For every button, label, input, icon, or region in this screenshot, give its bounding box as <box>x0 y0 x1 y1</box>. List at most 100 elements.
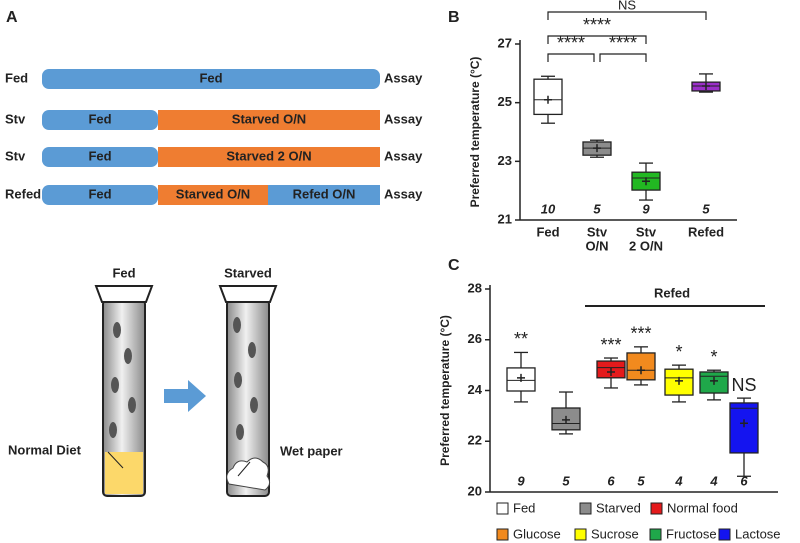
x-tick-label: O/N <box>585 238 608 253</box>
segment-label: Refed O/N <box>293 186 356 201</box>
segment-label: Fed <box>88 148 111 163</box>
row-label: Fed <box>5 70 28 85</box>
segment-label: Starved 2 O/N <box>226 148 311 163</box>
significance-label: * <box>675 342 682 362</box>
significance-label: **** <box>583 15 611 35</box>
bracket-label: Refed <box>654 285 690 300</box>
significance-label: *** <box>600 335 621 355</box>
tube-title: Starved <box>224 265 272 280</box>
legend-label: Normal food <box>667 500 738 515</box>
tube-note: Normal Diet <box>8 442 82 457</box>
timeline-segment <box>42 185 158 205</box>
segment-label: Fed <box>88 111 111 126</box>
legend-swatch <box>574 528 587 541</box>
row-label: Stv <box>5 148 26 163</box>
tube-note: Wet paper <box>280 443 343 458</box>
y-tick-label: 24 <box>468 382 483 397</box>
box <box>533 78 563 116</box>
mean-marker <box>702 81 710 90</box>
mean-marker <box>607 367 615 376</box>
legend-swatch <box>579 502 592 515</box>
legend-label: Fed <box>513 500 535 515</box>
significance-bracket <box>547 35 647 44</box>
mean-marker <box>593 144 601 153</box>
timeline-segment <box>42 110 158 130</box>
legend-swatch <box>718 528 731 541</box>
mean-marker <box>710 376 718 385</box>
panel-letter: B <box>448 9 460 26</box>
mean-marker <box>642 177 650 186</box>
x-tick-label: Refed <box>688 224 724 239</box>
legend-label: Starved <box>596 500 641 515</box>
tube-drawings <box>94 285 278 497</box>
timeline-segment <box>158 185 268 205</box>
x-tick-label: Stv <box>587 224 608 239</box>
y-tick-label: 26 <box>468 331 482 346</box>
panel-letter: A <box>6 9 18 26</box>
y-tick-label: 21 <box>498 211 512 226</box>
y-tick-label: 27 <box>498 35 512 50</box>
significance-label: NS <box>618 0 636 12</box>
row-label: Refed <box>5 186 41 201</box>
y-axis-label: Preferred temperature (°C) <box>468 57 482 208</box>
mean-marker <box>675 376 683 385</box>
tube-title: Fed <box>112 265 135 280</box>
mean-marker <box>544 95 552 104</box>
n-label: 9 <box>642 201 650 216</box>
n-label: 6 <box>740 473 748 488</box>
significance-label: **** <box>557 33 585 53</box>
legend-label: Sucrose <box>591 526 639 541</box>
assay-label: Assay <box>384 111 423 126</box>
timeline-segment <box>42 69 380 89</box>
y-tick-label: 22 <box>468 433 482 448</box>
legend-label: Fructose <box>666 526 717 541</box>
mean-marker <box>637 366 645 375</box>
significance-label: *** <box>630 324 651 344</box>
timeline-segment <box>42 147 158 167</box>
x-tick-label: 2 O/N <box>629 238 663 253</box>
assay-label: Assay <box>384 148 423 163</box>
significance-bracket <box>547 11 707 20</box>
significance-label: * <box>710 347 717 367</box>
legend-swatch <box>649 528 662 541</box>
n-label: 6 <box>607 473 615 488</box>
n-label: 10 <box>541 201 556 216</box>
assay-label: Assay <box>384 186 423 201</box>
x-tick-label: Stv <box>636 224 657 239</box>
y-tick-label: 28 <box>468 280 482 295</box>
legend-swatch <box>496 528 509 541</box>
segment-label: Starved O/N <box>176 186 250 201</box>
n-label: 5 <box>637 473 645 488</box>
y-tick-label: 23 <box>498 153 512 168</box>
y-tick-label: 20 <box>468 483 482 498</box>
y-axis-label: Preferred temperature (°C) <box>438 315 452 466</box>
n-label: 5 <box>562 473 570 488</box>
timeline-segment <box>268 185 380 205</box>
assay-label: Assay <box>384 70 423 85</box>
segment-label: Fed <box>199 70 222 85</box>
mean-marker <box>740 419 748 428</box>
significance-bracket <box>547 53 595 62</box>
n-label: 9 <box>517 473 525 488</box>
n-label: 4 <box>674 473 683 488</box>
legend-label: Lactose <box>735 526 781 541</box>
row-label: Stv <box>5 111 26 126</box>
segment-label: Fed <box>88 186 111 201</box>
significance-label: **** <box>609 33 637 53</box>
significance-label: NS <box>731 375 756 395</box>
legend-swatch <box>496 502 509 515</box>
significance-bracket <box>599 53 647 62</box>
box <box>729 402 759 454</box>
mean-marker <box>517 373 525 382</box>
box <box>626 352 656 381</box>
significance-label: ** <box>514 329 528 349</box>
mean-marker <box>562 415 570 424</box>
legend-label: Glucose <box>513 526 561 541</box>
segment-label: Starved O/N <box>232 111 306 126</box>
timeline-segment <box>158 147 380 167</box>
y-tick-label: 25 <box>498 94 512 109</box>
x-tick-label: Fed <box>536 224 559 239</box>
n-label: 4 <box>709 473 718 488</box>
panel-letter: C <box>448 257 460 274</box>
